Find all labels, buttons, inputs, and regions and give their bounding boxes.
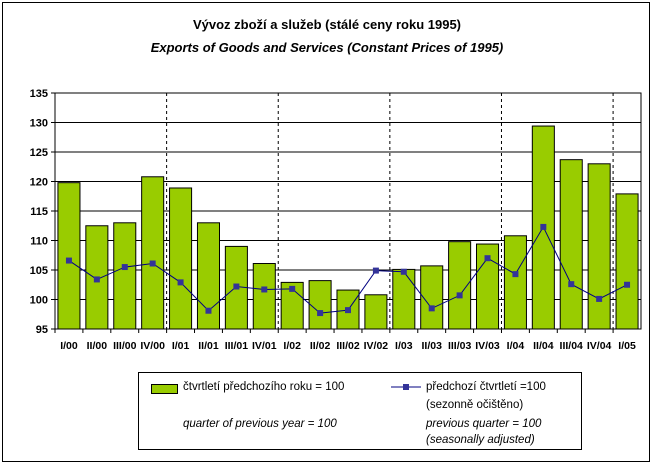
x-tick-label: II/00 [87,340,108,352]
line-marker [93,276,100,283]
line-marker [568,281,575,288]
x-tick-label: IV/03 [475,340,500,352]
bar [503,235,527,330]
legend-line-label-english: previous quarter = 100 [426,418,542,430]
line-marker [121,264,128,271]
bar [392,268,416,330]
chart-title-english: Exports of Goods and Services (Constant … [150,40,504,55]
y-tick-label: 105 [30,265,48,277]
bar [113,222,137,330]
line-marker [428,305,435,312]
x-tick-label: II/04 [533,340,554,352]
bar [559,159,583,330]
bar [587,163,611,330]
line-marker [289,285,296,292]
bar [252,263,276,330]
line-marker [345,307,351,314]
y-tick-label: 115 [30,206,48,218]
legend-bar-label-english: quarter of previous year = 100 [183,418,337,430]
x-tick-label: IV/01 [252,340,277,352]
y-tick-label: 130 [30,118,48,130]
bar [448,241,472,330]
x-tick-label: II/02 [310,340,331,352]
x-tick-label: III/01 [225,340,249,352]
line-marker [261,286,268,293]
chart-title-czech: Vývoz zboží a služeb (stálé ceny roku 19… [192,17,462,32]
bar [615,193,639,330]
x-tick-label: IV/02 [364,340,389,352]
x-tick-label: I/05 [618,340,636,352]
line-marker [205,307,212,314]
legend-line-label-czech-note: (sezonně očištěno) [426,399,524,411]
y-tick-label: 125 [30,147,48,159]
x-tick-label: III/04 [560,340,584,352]
x-tick-label: IV/04 [587,340,612,352]
bar [196,222,220,330]
legend-bar-swatch [151,384,178,394]
x-tick-label: I/02 [283,340,301,352]
y-tick-label: 120 [30,177,48,189]
x-tick-label: IV/00 [140,340,165,352]
bar [364,294,388,330]
x-tick-label: III/02 [336,340,360,352]
bar [169,187,193,330]
y-tick-label: 100 [30,295,48,307]
x-tick-label: I/00 [60,340,78,352]
line-marker [317,310,324,317]
line-marker [177,279,184,286]
x-tick-label: II/03 [421,340,442,352]
bar [308,280,332,330]
line-marker [624,281,631,288]
line-marker [372,267,379,274]
line-marker [512,271,519,278]
bar [57,182,81,330]
x-tick-label: I/03 [395,340,413,352]
bar [141,176,165,330]
x-tick-label: III/03 [448,340,472,352]
legend-bar-label-czech: čtvrtletí předchozího roku = 100 [183,381,345,393]
y-tick-label: 135 [30,88,48,100]
line-marker [596,295,603,302]
line-marker [540,223,547,230]
line-marker [400,268,407,275]
line-marker [65,257,72,264]
legend-line-swatch [391,384,421,390]
bar [420,265,444,330]
legend: čtvrtletí předchozího roku = 100 quarter… [138,372,582,450]
line-marker [456,292,463,299]
x-tick-label: III/00 [113,340,137,352]
legend-line-label-english-note: (seasonally adjusted) [426,434,535,446]
y-tick-label: 110 [30,236,48,248]
x-tick-label: II/01 [198,340,219,352]
line-marker [149,260,156,267]
line-marker [233,283,240,290]
line-marker [484,255,491,262]
x-tick-label: I/01 [172,340,190,352]
y-tick-label: 95 [36,324,48,336]
chart-plot: 95 100 105 110 115 120 125 130 135 I/00 II/00 III/0… [30,88,642,352]
x-tick-label: I/04 [507,340,525,352]
legend-line-label-czech: předchozí čtvrtletí =100 [426,381,546,393]
